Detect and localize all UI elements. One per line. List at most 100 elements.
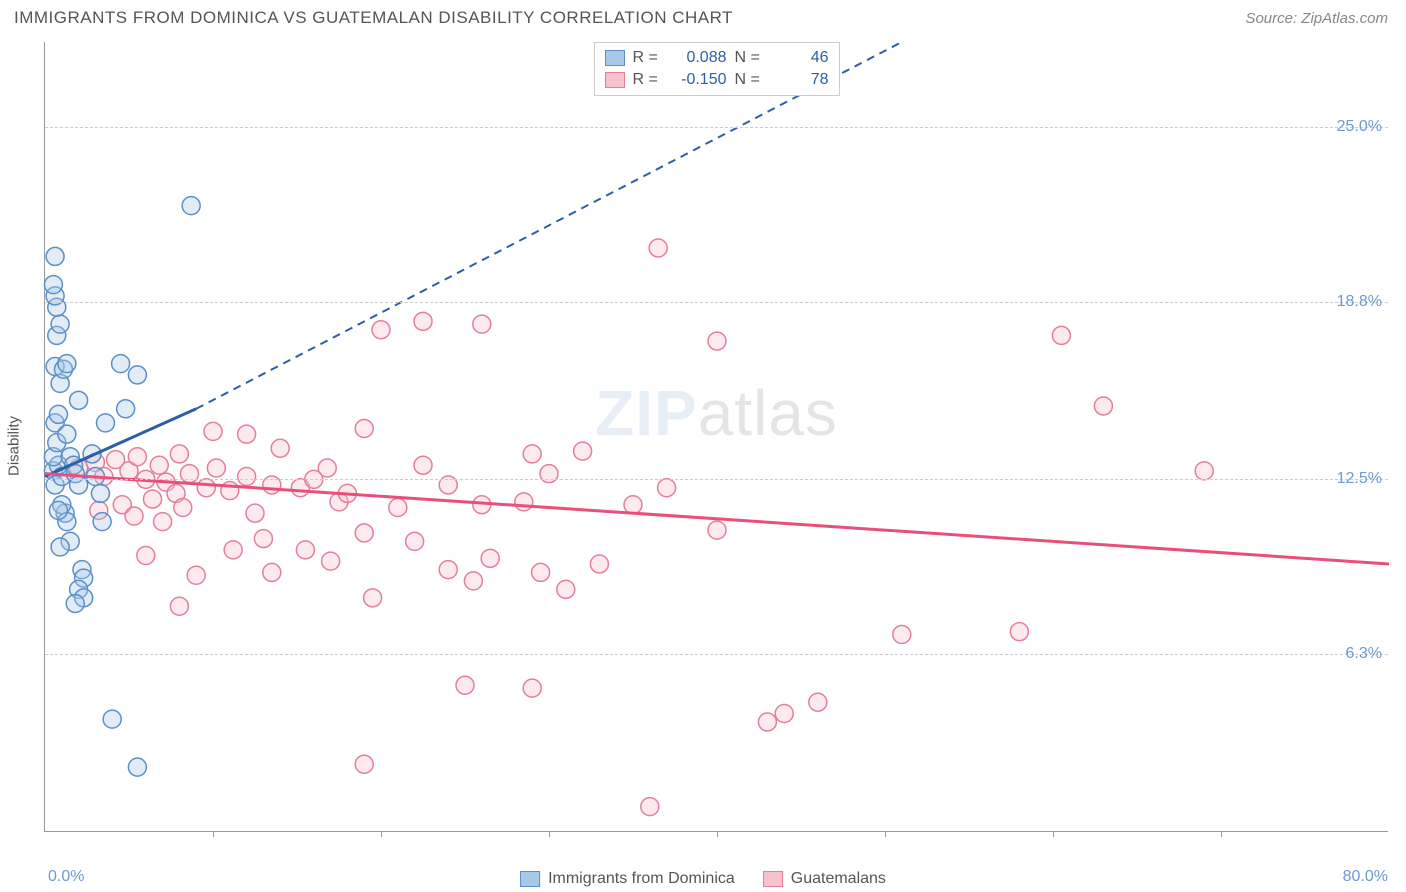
data-point <box>1094 397 1112 415</box>
data-point <box>389 499 407 517</box>
data-point <box>355 755 373 773</box>
data-point <box>590 555 608 573</box>
data-point <box>532 563 550 581</box>
data-point <box>125 507 143 525</box>
trend-line <box>196 42 902 409</box>
data-point <box>128 366 146 384</box>
data-point <box>1052 326 1070 344</box>
data-point <box>128 758 146 776</box>
x-tick <box>213 831 214 837</box>
data-point <box>46 247 64 265</box>
trend-line <box>45 474 1389 564</box>
data-point <box>91 484 109 502</box>
data-point <box>150 456 168 474</box>
source-label: Source: ZipAtlas.com <box>1245 10 1388 27</box>
data-point <box>197 479 215 497</box>
data-point <box>355 524 373 542</box>
gridline <box>45 127 1388 128</box>
swatch-pink-icon <box>763 871 783 887</box>
data-point <box>170 597 188 615</box>
swatch-blue-icon <box>520 871 540 887</box>
data-point <box>117 400 135 418</box>
data-point <box>649 239 667 257</box>
data-point <box>523 445 541 463</box>
data-point <box>51 315 69 333</box>
y-tick-label: 18.8% <box>1337 293 1382 311</box>
y-tick-label: 12.5% <box>1337 470 1382 488</box>
data-point <box>574 442 592 460</box>
data-point <box>708 521 726 539</box>
data-point <box>515 493 533 511</box>
data-point <box>708 332 726 350</box>
swatch-blue <box>605 50 625 66</box>
y-axis-title: Disability <box>6 416 23 476</box>
data-point <box>263 563 281 581</box>
stat-row-blue: R = 0.088 N = 46 <box>605 47 829 69</box>
data-point <box>481 549 499 567</box>
data-point <box>187 566 205 584</box>
y-tick-label: 6.3% <box>1346 645 1382 663</box>
data-point <box>364 589 382 607</box>
data-point <box>641 798 659 816</box>
x-tick <box>885 831 886 837</box>
gridline <box>45 302 1388 303</box>
data-point <box>154 513 172 531</box>
chart-title: IMMIGRANTS FROM DOMINICA VS GUATEMALAN D… <box>14 8 733 28</box>
data-point <box>414 312 432 330</box>
x-tick <box>717 831 718 837</box>
x-tick <box>549 831 550 837</box>
data-point <box>246 504 264 522</box>
legend-item-pink: Guatemalans <box>763 870 886 888</box>
data-point <box>473 315 491 333</box>
x-tick <box>381 831 382 837</box>
swatch-pink <box>605 72 625 88</box>
data-point <box>318 459 336 477</box>
x-min-label: 0.0% <box>48 868 84 886</box>
gridline <box>45 479 1388 480</box>
data-point <box>182 197 200 215</box>
data-point <box>44 276 62 294</box>
scatter-svg <box>45 42 1388 831</box>
data-point <box>238 425 256 443</box>
data-point <box>144 490 162 508</box>
data-point <box>322 552 340 570</box>
data-point <box>66 594 84 612</box>
data-point <box>207 459 225 477</box>
data-point <box>414 456 432 474</box>
data-point <box>137 547 155 565</box>
x-tick <box>1053 831 1054 837</box>
data-point <box>96 414 114 432</box>
data-point <box>174 499 192 517</box>
x-max-label: 80.0% <box>1343 868 1388 886</box>
data-point <box>271 439 289 457</box>
data-point <box>624 496 642 514</box>
data-point <box>1010 623 1028 641</box>
data-point <box>51 538 69 556</box>
data-point <box>372 321 390 339</box>
data-point <box>439 561 457 579</box>
data-point <box>557 580 575 598</box>
data-point <box>758 713 776 731</box>
data-point <box>49 405 67 423</box>
data-point <box>49 501 67 519</box>
data-point <box>658 479 676 497</box>
data-point <box>58 425 76 443</box>
legend-item-blue: Immigrants from Dominica <box>520 870 735 888</box>
data-point <box>58 355 76 373</box>
data-point <box>809 693 827 711</box>
data-point <box>224 541 242 559</box>
chart-plot-area: ZIPatlas R = 0.088 N = 46 R = -0.150 N =… <box>44 42 1388 832</box>
data-point <box>204 422 222 440</box>
x-tick <box>1221 831 1222 837</box>
data-point <box>103 710 121 728</box>
data-point <box>296 541 314 559</box>
data-point <box>112 355 130 373</box>
data-point <box>93 513 111 531</box>
gridline <box>45 654 1388 655</box>
stat-row-pink: R = -0.150 N = 78 <box>605 69 829 91</box>
data-point <box>1195 462 1213 480</box>
data-point <box>523 679 541 697</box>
y-tick-label: 25.0% <box>1337 118 1382 136</box>
data-point <box>254 530 272 548</box>
data-point <box>406 532 424 550</box>
